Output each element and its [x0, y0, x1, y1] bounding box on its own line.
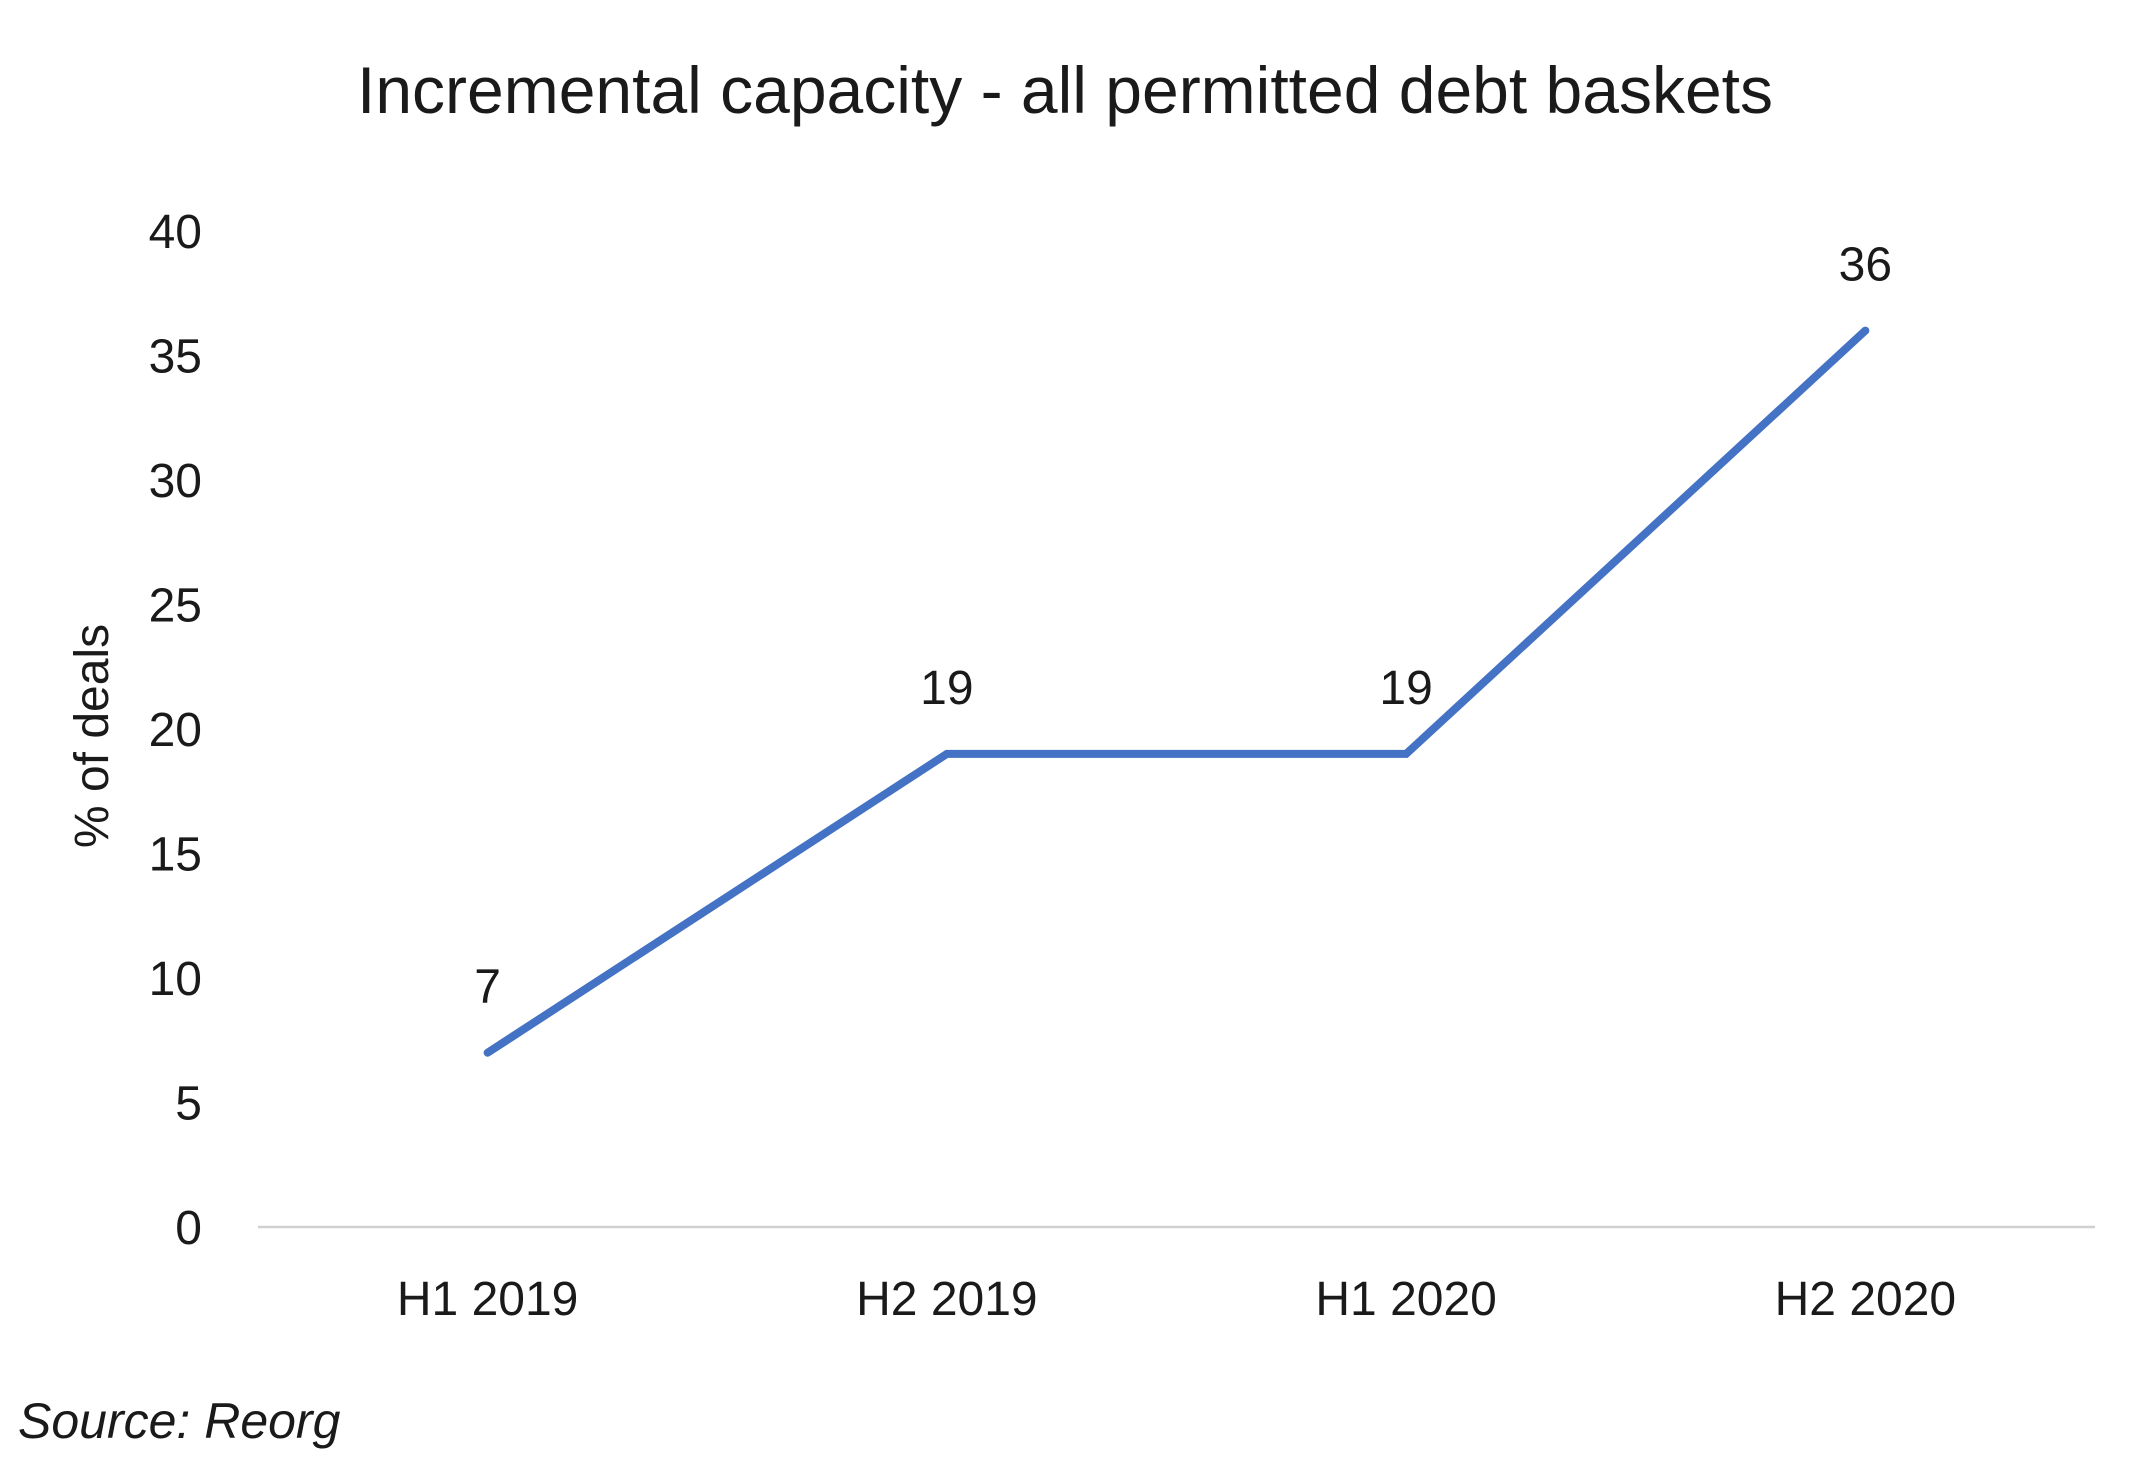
y-axis-ticks: 0 5 10 15 20 25 30 35 40: [149, 206, 202, 1255]
y-axis-title: % of deals: [66, 624, 119, 848]
y-tick-label: 15: [149, 829, 202, 882]
x-tick-label: H2 2019: [856, 1273, 1037, 1326]
y-tick-label: 30: [149, 455, 202, 508]
data-labels: 7 19 19 36: [474, 239, 1892, 1014]
y-tick-label: 25: [149, 580, 202, 633]
x-axis-ticks: H1 2019 H2 2019 H1 2020 H2 2020: [397, 1273, 1956, 1326]
y-tick-label: 10: [149, 953, 202, 1006]
data-label: 19: [1379, 662, 1432, 715]
y-tick-label: 20: [149, 704, 202, 757]
data-label: 7: [474, 961, 501, 1014]
y-tick-label: 5: [175, 1078, 202, 1131]
x-tick-label: H1 2020: [1315, 1273, 1496, 1326]
chart-title: Incremental capacity - all permitted deb…: [357, 53, 1773, 127]
x-tick-label: H2 2020: [1775, 1273, 1956, 1326]
source-note: Source: Reorg: [18, 1393, 341, 1449]
series-group: [483, 326, 1870, 1057]
series-line: [483, 326, 1870, 1057]
y-tick-label: 0: [175, 1202, 202, 1255]
data-label: 19: [920, 662, 973, 715]
x-tick-label: H1 2019: [397, 1273, 578, 1326]
y-tick-label: 35: [149, 331, 202, 384]
data-label: 36: [1839, 239, 1892, 292]
y-tick-label: 40: [149, 206, 202, 259]
